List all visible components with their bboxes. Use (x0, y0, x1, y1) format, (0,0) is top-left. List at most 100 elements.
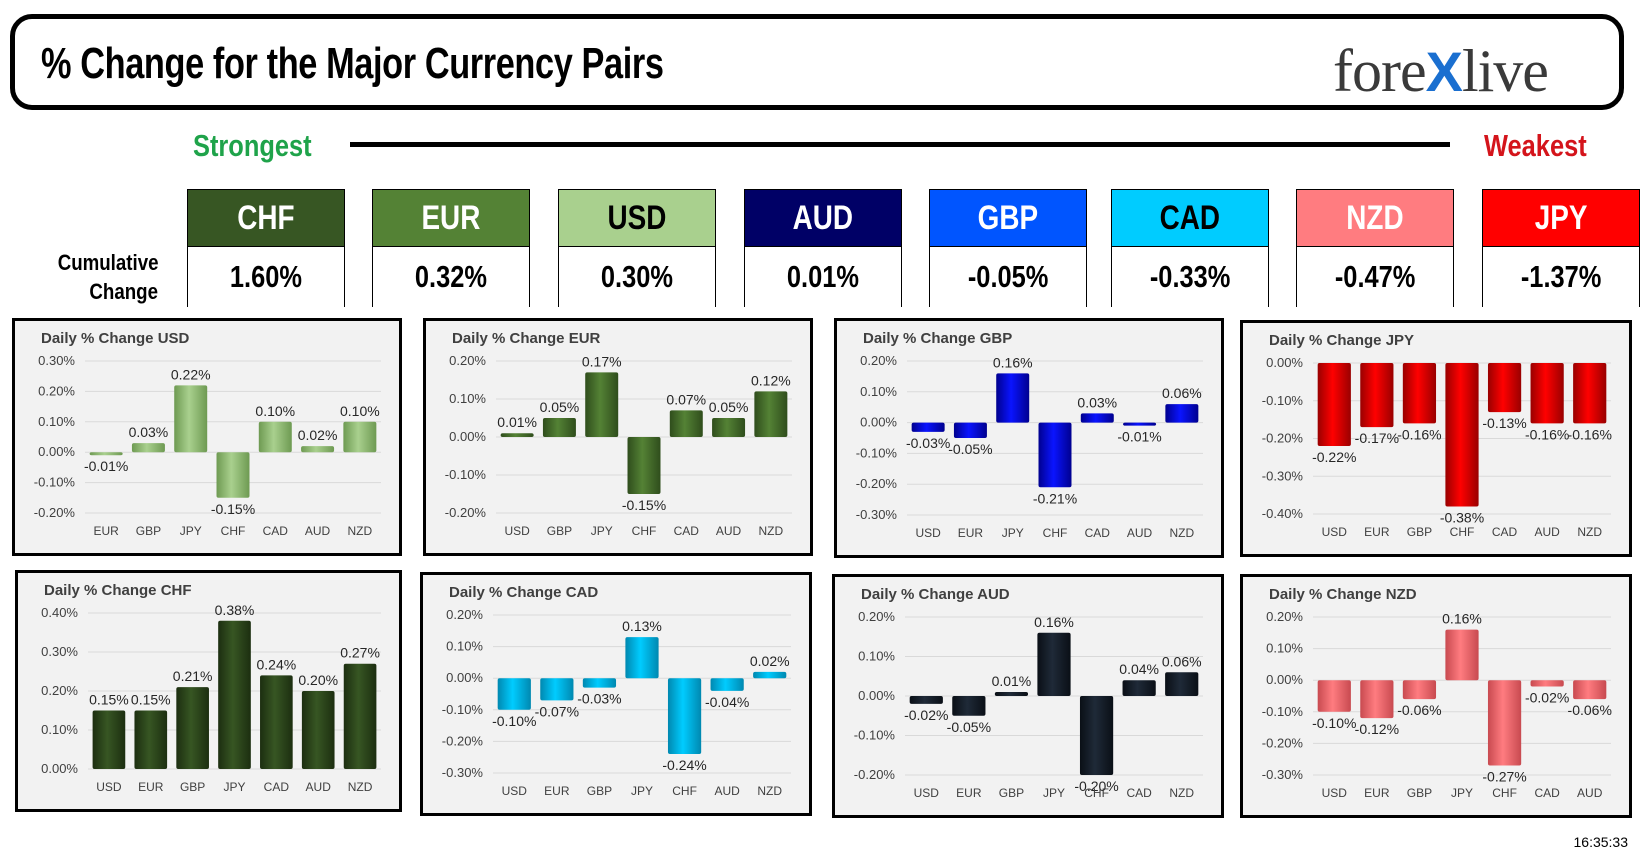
x-tick-label: GBP (587, 784, 612, 798)
y-tick-label: 0.20% (1266, 609, 1303, 624)
x-tick-label: CHF (632, 524, 657, 538)
currency-box-usd: USD 0.30% (558, 189, 716, 307)
currency-code-text: AUD (792, 198, 854, 237)
y-tick-label: -0.10% (445, 467, 487, 482)
cumulative-label-line2: Change (89, 279, 158, 304)
x-tick-label: USD (914, 786, 940, 800)
y-tick-label: -0.20% (442, 733, 484, 748)
bar (92, 710, 126, 769)
currency-box-nzd: NZD -0.47% (1296, 189, 1454, 307)
y-tick-label: -0.10% (442, 702, 484, 717)
bar (952, 696, 986, 716)
bar (542, 418, 576, 437)
currency-box-jpy: JPY -1.37% (1482, 189, 1640, 307)
data-label: 0.02% (298, 427, 338, 443)
y-tick-label: -0.20% (445, 505, 487, 520)
x-tick-label: NZD (759, 524, 784, 538)
x-tick-label: GBP (547, 524, 572, 538)
bar (909, 696, 943, 704)
data-label: 0.38% (215, 602, 255, 618)
chart-title: Daily % Change GBP (863, 330, 1012, 347)
y-tick-label: 0.00% (1266, 355, 1303, 370)
x-tick-label: CAD (263, 524, 289, 538)
y-tick-label: -0.20% (1262, 735, 1304, 750)
y-tick-label: 0.20% (449, 353, 486, 368)
currency-code: CHF (188, 190, 344, 247)
bar (1079, 696, 1114, 775)
weakest-label: Weakest (1484, 128, 1587, 163)
data-label: -0.05% (947, 719, 991, 735)
bar-chart: Daily % Change EUR 0.20% 0.10% 0.00% -0.10% -… (445, 330, 792, 538)
cumulative-value-text: 1.60% (229, 259, 303, 294)
bar (1165, 404, 1199, 423)
x-tick-label: CAD (1534, 786, 1560, 800)
data-label: -0.04% (705, 694, 749, 710)
y-tick-label: 0.20% (446, 607, 483, 622)
data-label: -0.03% (906, 435, 950, 451)
currency-code-text: CHF (237, 198, 295, 237)
bar (627, 437, 661, 494)
y-tick-label: 0.20% (41, 683, 78, 698)
cumulative-value-text: 0.01% (786, 259, 860, 294)
data-label: -0.15% (622, 497, 666, 513)
x-tick-label: EUR (544, 784, 570, 798)
bar (1038, 422, 1072, 488)
currency-box-eur: EUR 0.32% (372, 189, 530, 307)
data-label: -0.07% (535, 703, 579, 719)
data-label: 0.03% (1077, 394, 1117, 410)
bar (994, 692, 1029, 696)
y-tick-label: 0.20% (860, 353, 897, 368)
data-label: -0.01% (1117, 429, 1161, 445)
currency-box-cad: CAD -0.33% (1111, 189, 1269, 307)
bar (1402, 363, 1437, 424)
data-label: 0.01% (497, 414, 537, 430)
x-tick-label: CHF (1492, 786, 1517, 800)
currency-code: NZD (1297, 190, 1453, 247)
strength-scale-line (350, 142, 1450, 147)
y-tick-label: 0.10% (858, 649, 895, 664)
currency-code-text: CAD (1159, 198, 1221, 237)
bar-chart: Daily % Change CHF 0.40% 0.30% 0.20% 0.10% 0.… (41, 582, 381, 794)
cumulative-change-label: Cumulative Change (58, 248, 159, 306)
x-tick-label: GBP (999, 786, 1024, 800)
bar (1573, 363, 1607, 424)
data-label: 0.15% (89, 692, 129, 708)
bar (258, 421, 292, 453)
x-tick-label: GBP (136, 524, 161, 538)
x-tick-label: AUD (1534, 525, 1560, 539)
y-tick-label: 0.10% (41, 722, 78, 737)
chart-panel-usd: Daily % Change USD 0.30% 0.20% 0.10% 0.00% -0… (12, 318, 402, 556)
x-tick-label: AUD (716, 524, 742, 538)
bar (667, 678, 702, 755)
cumulative-value: -1.37% (1483, 247, 1639, 307)
cumulative-value: 0.01% (745, 247, 901, 307)
chart-title: Daily % Change AUD (861, 586, 1010, 603)
data-label: -0.27% (1482, 769, 1526, 785)
bar (301, 691, 335, 769)
currency-box-chf: CHF 1.60% (187, 189, 345, 307)
x-tick-label: EUR (1364, 786, 1390, 800)
data-label: 0.16% (1034, 614, 1074, 630)
y-tick-label: -0.30% (856, 507, 898, 522)
x-tick-label: EUR (138, 780, 164, 794)
currency-code-text: JPY (1534, 198, 1588, 237)
bar (343, 663, 377, 769)
y-tick-label: -0.20% (1262, 431, 1304, 446)
x-tick-label: JPY (631, 784, 653, 798)
chart-panel-eur: Daily % Change EUR 0.20% 0.10% 0.00% -0.10% -… (423, 318, 813, 556)
data-label: 0.21% (173, 668, 213, 684)
x-tick-label: AUD (1127, 526, 1153, 540)
data-label: -0.38% (1440, 509, 1484, 525)
currency-code-text: USD (607, 198, 667, 237)
bar (996, 373, 1030, 423)
y-tick-label: 0.10% (860, 384, 897, 399)
x-tick-label: JPY (591, 524, 613, 538)
bar (1487, 680, 1522, 766)
bar (1573, 680, 1607, 700)
bar (1445, 363, 1479, 507)
x-tick-label: USD (1322, 786, 1348, 800)
bar (174, 385, 208, 453)
x-tick-label: USD (504, 524, 530, 538)
data-label: 0.06% (1162, 653, 1202, 669)
y-tick-label: -0.10% (34, 475, 76, 490)
